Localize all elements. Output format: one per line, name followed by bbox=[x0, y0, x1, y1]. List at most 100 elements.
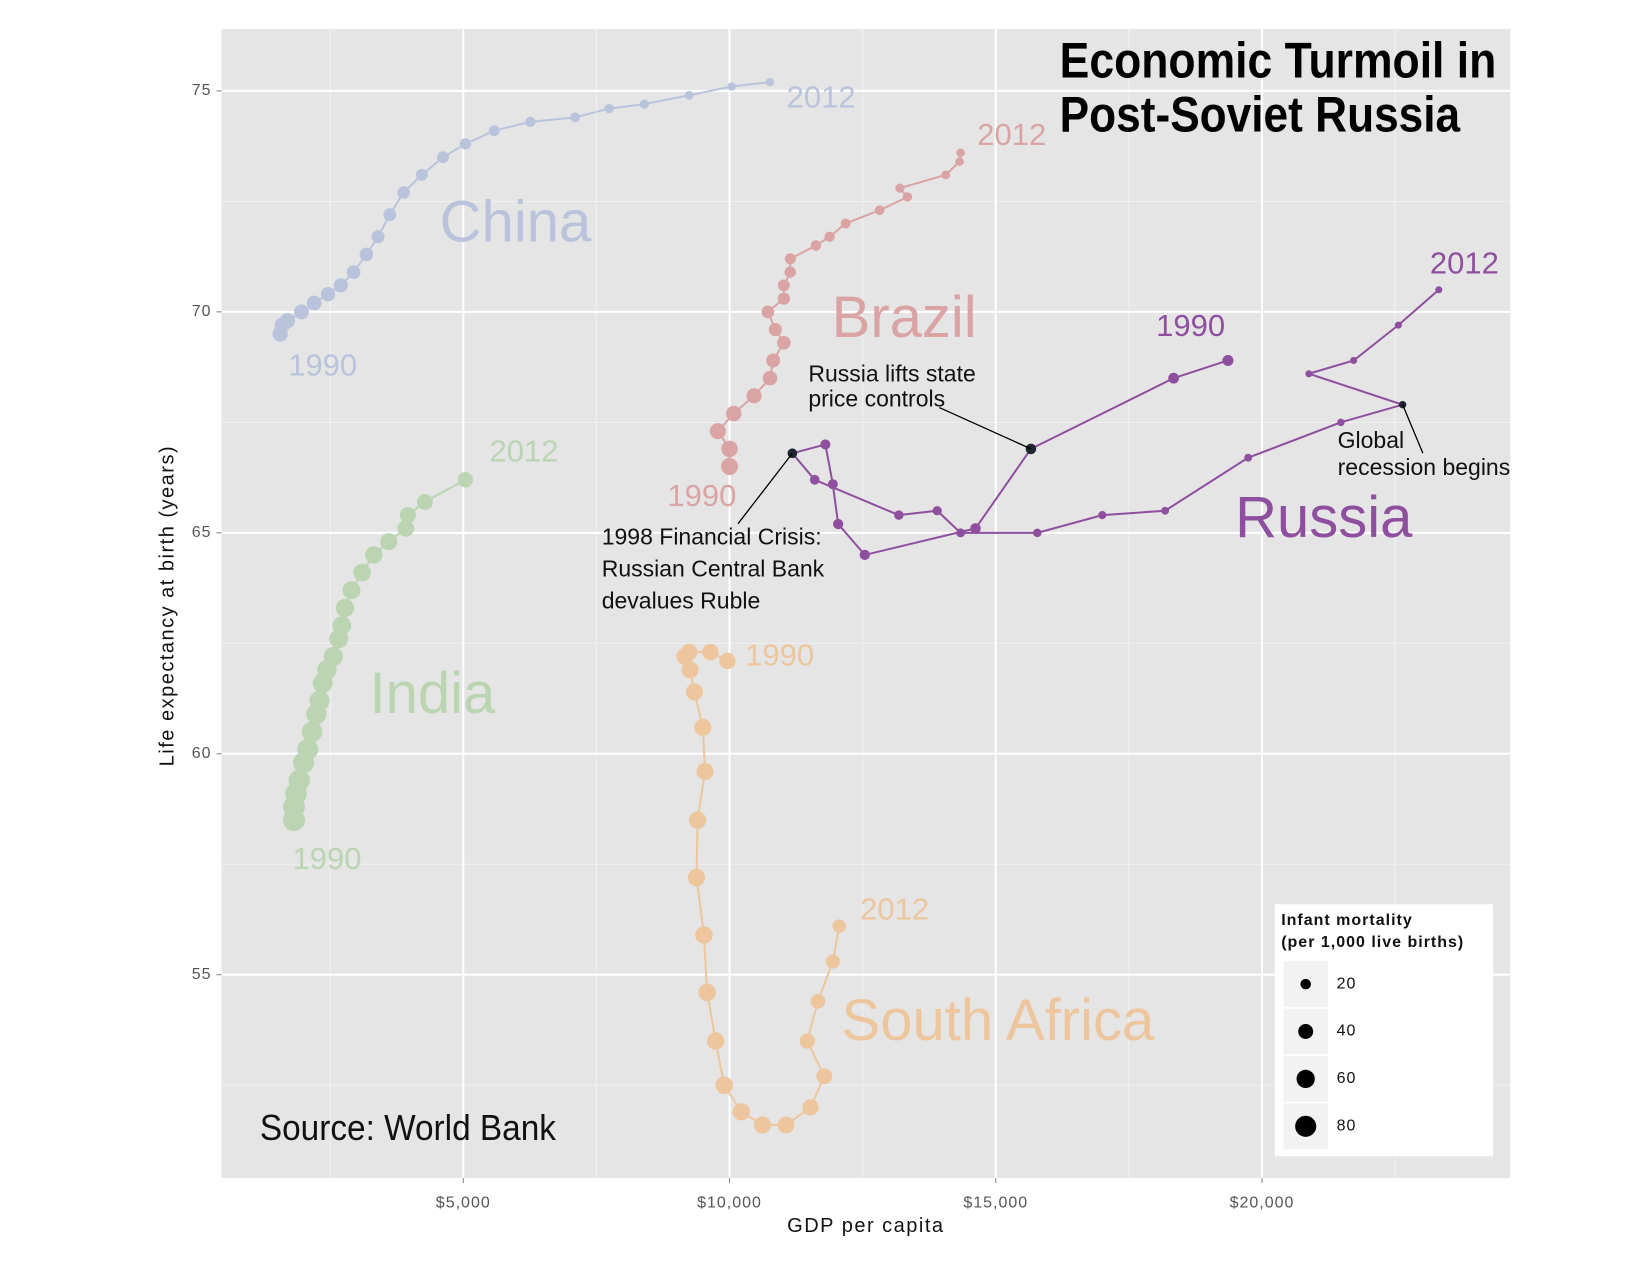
point bbox=[457, 472, 474, 488]
end-year: 2012 bbox=[977, 117, 1046, 152]
chart-title: Economic Turmoil in bbox=[1060, 32, 1497, 88]
x-tick-label: $10,000 bbox=[697, 1194, 762, 1211]
point bbox=[833, 518, 844, 530]
point bbox=[346, 265, 361, 279]
point bbox=[777, 279, 790, 292]
x-tick-label: $5,000 bbox=[436, 1194, 491, 1211]
point bbox=[832, 919, 846, 933]
point bbox=[306, 295, 322, 311]
point bbox=[681, 661, 699, 679]
point bbox=[1394, 321, 1402, 329]
legend-label: 20 bbox=[1337, 975, 1357, 992]
point bbox=[753, 1116, 772, 1134]
y-tick-label: 65 bbox=[192, 524, 212, 541]
point bbox=[333, 278, 348, 293]
point bbox=[825, 954, 840, 969]
point bbox=[676, 648, 694, 665]
y-tick-label: 55 bbox=[192, 966, 212, 983]
point bbox=[970, 523, 981, 534]
point bbox=[766, 353, 781, 368]
point bbox=[810, 993, 826, 1009]
legend-label: 40 bbox=[1337, 1023, 1357, 1040]
end-year: 2012 bbox=[1430, 246, 1499, 281]
x-tick-label: $20,000 bbox=[1230, 1194, 1295, 1211]
point bbox=[332, 616, 352, 635]
point bbox=[784, 266, 796, 278]
point bbox=[320, 287, 336, 302]
point bbox=[1305, 370, 1313, 378]
annotation-leader bbox=[1402, 404, 1424, 454]
point bbox=[777, 336, 791, 350]
point bbox=[525, 116, 536, 127]
legend-key bbox=[1300, 978, 1311, 990]
end-year: 2012 bbox=[860, 892, 929, 927]
point bbox=[761, 305, 775, 319]
annotation-text: Russia lifts state bbox=[808, 360, 975, 386]
point bbox=[777, 292, 790, 305]
legend-key bbox=[1296, 1069, 1315, 1089]
point bbox=[894, 510, 904, 520]
legend-title: Infant mortality bbox=[1281, 912, 1413, 929]
point bbox=[827, 479, 838, 490]
annotation-text: Russian Central Bank bbox=[602, 555, 825, 581]
point bbox=[342, 581, 361, 600]
point bbox=[1435, 286, 1443, 294]
legend-key bbox=[1295, 1115, 1317, 1137]
series-name: Russia bbox=[1235, 485, 1413, 550]
point bbox=[437, 151, 449, 164]
point bbox=[695, 926, 713, 944]
point bbox=[810, 240, 822, 251]
point bbox=[799, 1033, 815, 1049]
point bbox=[698, 983, 716, 1002]
start-year: 1990 bbox=[667, 478, 736, 513]
source-note: Source: World Bank bbox=[260, 1107, 557, 1148]
point bbox=[688, 811, 707, 829]
point bbox=[1033, 528, 1042, 538]
legend-label: 60 bbox=[1337, 1070, 1357, 1087]
point bbox=[859, 549, 870, 561]
start-year: 1990 bbox=[292, 841, 361, 876]
point bbox=[765, 77, 775, 87]
point bbox=[1337, 418, 1345, 427]
point bbox=[941, 170, 951, 180]
point bbox=[895, 183, 905, 193]
point bbox=[488, 125, 500, 137]
point bbox=[570, 112, 580, 123]
point bbox=[639, 99, 649, 109]
marks bbox=[272, 77, 1443, 1134]
point bbox=[784, 253, 796, 265]
point bbox=[293, 304, 309, 320]
chart-title: Post-Soviet Russia bbox=[1060, 86, 1461, 142]
point bbox=[380, 533, 398, 551]
point bbox=[323, 646, 343, 667]
point bbox=[777, 1116, 795, 1134]
point bbox=[359, 247, 374, 262]
point bbox=[802, 1099, 819, 1116]
point bbox=[721, 440, 738, 458]
end-year: 2012 bbox=[787, 80, 856, 115]
annotation-text: price controls bbox=[808, 385, 945, 411]
point bbox=[335, 598, 355, 618]
y-tick-label: 60 bbox=[192, 745, 212, 762]
point bbox=[768, 322, 782, 337]
point bbox=[762, 370, 778, 386]
annotation-text: Global bbox=[1338, 427, 1404, 453]
point bbox=[727, 82, 736, 91]
point bbox=[383, 208, 397, 222]
point bbox=[732, 1103, 750, 1121]
point bbox=[706, 1032, 725, 1050]
series-name: Brazil bbox=[832, 285, 977, 350]
start-year: 1990 bbox=[745, 638, 814, 673]
series-name: India bbox=[369, 661, 496, 726]
point bbox=[702, 643, 719, 661]
point bbox=[685, 683, 703, 701]
point bbox=[1350, 356, 1358, 365]
series-name: South Africa bbox=[842, 988, 1155, 1053]
y-tick-label: 75 bbox=[192, 82, 212, 99]
grid bbox=[221, 29, 1511, 1179]
point bbox=[715, 1076, 733, 1094]
point bbox=[1222, 354, 1234, 367]
point bbox=[816, 1068, 833, 1085]
